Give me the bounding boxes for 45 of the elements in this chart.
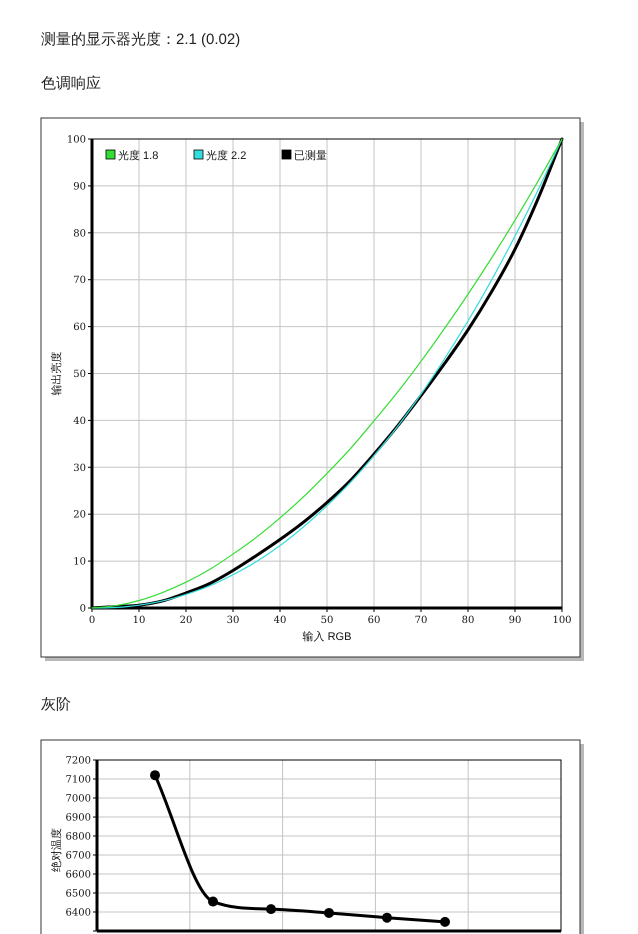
y-tick-label: 6800 bbox=[66, 832, 91, 842]
y-tick-label: 6500 bbox=[66, 888, 91, 900]
y-tick-label: 20 bbox=[73, 510, 86, 521]
y-tick-label: 100 bbox=[66, 134, 86, 146]
x-axis-title: 输入 RGB bbox=[302, 630, 352, 643]
y-tick-label: 70 bbox=[73, 275, 86, 286]
point bbox=[150, 770, 160, 780]
x-tick-label: 10 bbox=[132, 615, 146, 626]
y-tick-label: 6900 bbox=[66, 812, 91, 824]
text: 测量的显示器光度：2.1 (0.02) bbox=[41, 31, 240, 48]
x-tick-label: 60 bbox=[368, 615, 380, 626]
y-axis-title: 绝对温度 bbox=[50, 828, 63, 872]
point bbox=[324, 908, 334, 918]
y-tick-label: 60 bbox=[73, 322, 86, 334]
x-tick-label: 50 bbox=[320, 615, 334, 626]
legend-label: 光度 2.2 bbox=[206, 149, 246, 162]
y-tick-label: 40 bbox=[73, 416, 86, 427]
point bbox=[382, 912, 392, 923]
y-tick-label: 7100 bbox=[66, 774, 91, 786]
y-tick-label: 0 bbox=[80, 604, 86, 614]
y-tick-label: 7200 bbox=[66, 756, 91, 766]
y-tick-label: 10 bbox=[73, 556, 86, 568]
y-tick-label: 7000 bbox=[66, 794, 91, 804]
point bbox=[208, 896, 218, 907]
point bbox=[440, 916, 450, 927]
chart-title: 灰阶 bbox=[41, 696, 71, 713]
x-tick-label: 100 bbox=[552, 615, 572, 626]
x-tick-label: 30 bbox=[226, 615, 240, 626]
x-tick-label: 40 bbox=[274, 615, 286, 626]
x-tick-label: 70 bbox=[414, 615, 428, 626]
y-axis-title: 输出亮度 bbox=[50, 352, 63, 396]
y-tick-label: 6600 bbox=[66, 870, 91, 880]
y-tick-label: 50 bbox=[73, 369, 86, 380]
chart-title: 色调响应 bbox=[41, 75, 101, 92]
x-tick-label: 80 bbox=[462, 615, 474, 626]
point bbox=[266, 904, 276, 914]
y-tick-label: 6400 bbox=[66, 908, 91, 918]
x-tick-label: 20 bbox=[180, 615, 192, 626]
y-tick-label: 80 bbox=[73, 228, 86, 240]
legend-label: 光度 1.8 bbox=[118, 149, 158, 162]
legend-label: 已测量 bbox=[294, 150, 327, 162]
y-tick-label: 90 bbox=[73, 181, 86, 192]
x-tick-label: 90 bbox=[508, 615, 522, 626]
y-tick-label: 30 bbox=[73, 462, 86, 474]
y-tick-label: 6700 bbox=[66, 850, 91, 862]
